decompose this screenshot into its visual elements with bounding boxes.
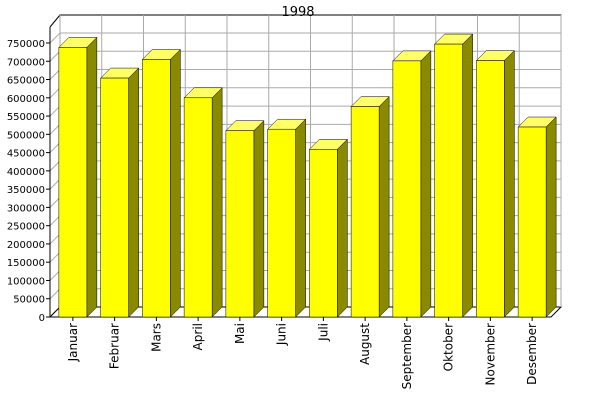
bar [309, 149, 338, 318]
grid-line-diagonal [49, 233, 61, 245]
y-tick-label: 300000 [7, 203, 45, 214]
x-tick-label: Oktober [442, 323, 456, 371]
bar-side [253, 120, 265, 318]
y-tick-label: 750000 [7, 39, 45, 50]
grid-line-diagonal [49, 105, 61, 117]
bar [434, 43, 463, 318]
y-tick-label: 600000 [7, 94, 45, 105]
bar [350, 106, 380, 318]
bar-side [86, 36, 98, 318]
y-tick-label: 250000 [7, 222, 45, 233]
y-tick-labels: 0 50000 100000 150000 200000 250000 300000 3500… [7, 39, 45, 324]
y-tick-label: 150000 [7, 258, 45, 269]
bar [183, 97, 213, 318]
x-tick-label: April [191, 323, 205, 350]
bar [517, 126, 547, 318]
bars [58, 33, 557, 318]
x-tick-label: Januar [66, 323, 80, 362]
bar-side [128, 67, 139, 318]
x-tick-label: November [483, 323, 497, 385]
grid-line-diagonal [49, 32, 61, 44]
bar-side [462, 33, 473, 318]
wall-top-connector [49, 14, 61, 28]
grid-line-diagonal [49, 160, 61, 172]
grid-line-diagonal [49, 270, 61, 281]
bar-side [211, 87, 223, 318]
grid-line-diagonal [49, 123, 61, 135]
x-tick-label: Mai [233, 323, 247, 344]
grid-line-diagonal [49, 197, 61, 208]
chart-title: 1998 [281, 5, 314, 20]
x-tick-labels: Januar Februar Mars April Mai Juni Juli August S… [66, 323, 539, 390]
y-tick-label: 700000 [7, 57, 45, 68]
x-tick-label: September [400, 323, 414, 389]
grid-line-diagonal [49, 69, 61, 80]
grid-line-diagonal [49, 142, 61, 153]
y-tick-label: 450000 [7, 149, 45, 160]
x-tick-label: August [358, 323, 372, 365]
bar [267, 128, 296, 318]
x-tick-label: Juni [275, 323, 289, 346]
bar [142, 59, 171, 318]
grid-line-diagonal [49, 288, 61, 300]
bar-side [378, 95, 390, 318]
axes [46, 27, 551, 321]
y-tick-label: 350000 [7, 185, 45, 196]
grid-line-diagonal [49, 178, 61, 190]
y-tick-label: 650000 [7, 76, 45, 87]
bar-side [420, 50, 432, 318]
y-tick-label: 100000 [7, 276, 45, 287]
grid-line-diagonal [49, 50, 61, 62]
bar-side [170, 48, 181, 318]
y-tick-label: 400000 [7, 167, 45, 178]
bar [100, 77, 129, 318]
y-tick-label: 550000 [7, 112, 45, 123]
bar [476, 60, 505, 318]
x-tick-label: Februar [108, 323, 122, 369]
x-tick-label: Mars [149, 323, 163, 352]
bar-side [545, 116, 557, 318]
y-tick-label: 50000 [13, 295, 45, 306]
bar-side [504, 49, 515, 318]
y-tick-label: 200000 [7, 240, 45, 251]
x-tick-label: Juli [316, 323, 330, 342]
bar [392, 60, 422, 318]
bar [225, 130, 255, 318]
grid-line-diagonal [49, 87, 61, 99]
grid-line-diagonal [49, 215, 61, 227]
bar-side [295, 118, 306, 318]
bar-side [337, 138, 348, 318]
grid-line-diagonal [49, 251, 61, 263]
bar [58, 47, 88, 318]
y-tick-label: 500000 [7, 130, 45, 141]
x-tick-label: Desember [525, 323, 539, 385]
y-tick-label: 0 [39, 313, 45, 324]
